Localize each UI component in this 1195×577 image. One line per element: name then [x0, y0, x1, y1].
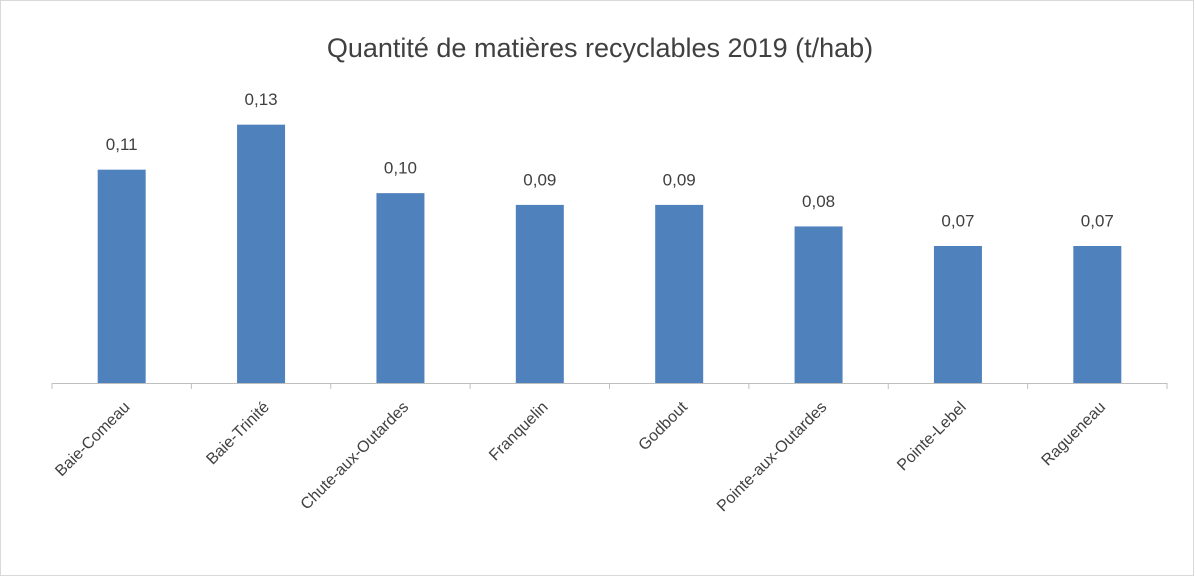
data-label: 0,08 — [802, 192, 835, 211]
bar — [515, 204, 564, 383]
bar — [794, 226, 843, 383]
data-label: 0,07 — [941, 211, 974, 230]
bar — [97, 169, 146, 383]
bar — [1073, 246, 1122, 383]
bar — [237, 124, 286, 384]
data-label: 0,09 — [663, 170, 696, 189]
bar — [933, 246, 982, 383]
bar — [376, 193, 425, 383]
chart-title: Quantité de matières recyclables 2019 (t… — [327, 33, 873, 63]
data-label: 0,13 — [245, 90, 278, 109]
bar — [655, 204, 704, 383]
data-label: 0,09 — [523, 170, 556, 189]
data-label: 0,10 — [384, 159, 417, 178]
data-label: 0,07 — [1081, 211, 1114, 230]
data-label: 0,11 — [106, 135, 138, 154]
